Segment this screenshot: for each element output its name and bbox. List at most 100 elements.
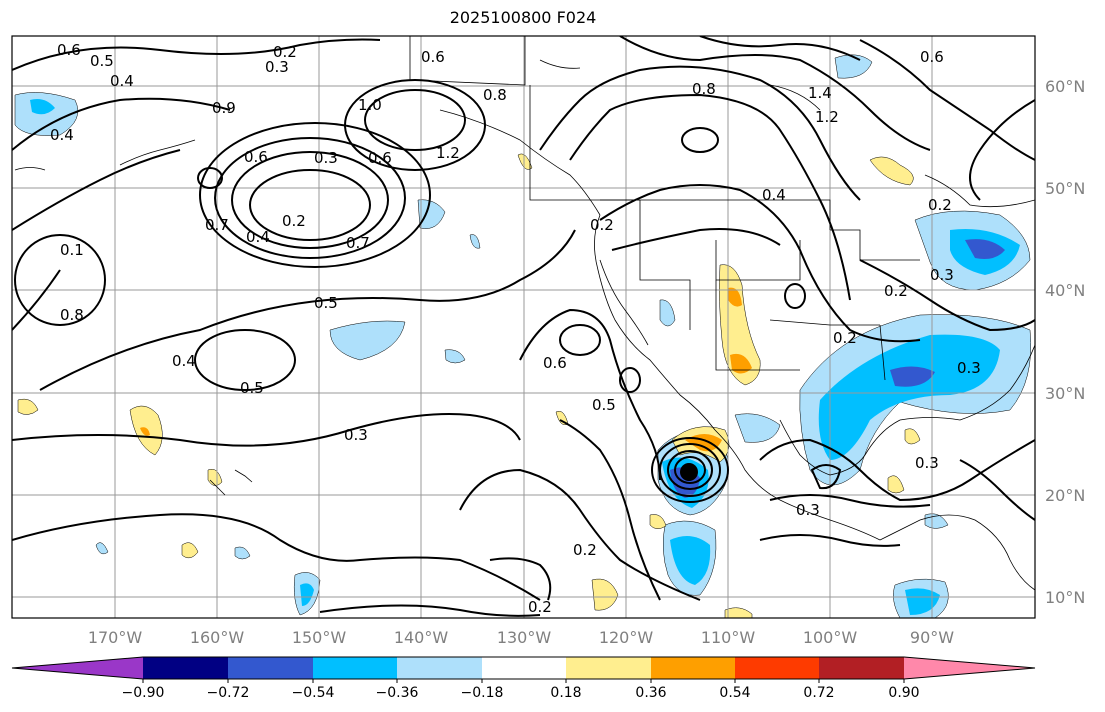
- contour-label: 0.3: [796, 501, 820, 519]
- contour-label: 0.2: [884, 282, 908, 300]
- colorbar-segment: [313, 657, 398, 679]
- lat-label: 20°N: [1045, 486, 1085, 505]
- lon-label: 160°W: [190, 628, 245, 647]
- longitude-labels: 170°W 160°W 150°W 140°W 130°W 120°W 110°…: [88, 628, 954, 647]
- storm-center-marker: [680, 463, 698, 481]
- contour-label: 0.4: [762, 186, 786, 204]
- contour-lines: [12, 36, 1035, 617]
- contour-label: 0.8: [692, 80, 716, 98]
- anomaly-patch: [724, 607, 753, 618]
- contour-label: 0.2: [273, 43, 297, 61]
- anomaly-patch: [730, 353, 752, 374]
- anomaly-patch: [417, 199, 446, 229]
- anomaly-patch: [659, 299, 676, 327]
- contour-label: 0.7: [205, 216, 229, 234]
- contour-label: 0.8: [483, 86, 507, 104]
- contour-label: 1.0: [358, 96, 382, 114]
- anomaly-patch: [869, 156, 914, 186]
- latitude-labels: 60°N 50°N 40°N 30°N 20°N 10°N: [1045, 77, 1085, 607]
- lat-label: 40°N: [1045, 281, 1085, 300]
- lat-label: 50°N: [1045, 179, 1085, 198]
- colorbar-segment: [397, 657, 483, 679]
- anomaly-patch: [670, 536, 711, 585]
- colorbar-segment: [819, 657, 905, 679]
- anomaly-patch: [95, 542, 109, 555]
- contour-label: 0.4: [50, 126, 74, 144]
- contour-label: 0.5: [314, 294, 338, 312]
- lon-label: 110°W: [701, 628, 756, 647]
- colorbar-tick-label: −0.54: [292, 685, 335, 701]
- anomaly-patch: [649, 514, 667, 529]
- colorbar-segment: [735, 657, 820, 679]
- colorbar-segment: [228, 657, 314, 679]
- contour-label: 1.2: [815, 108, 839, 126]
- contour-label: 0.1: [60, 241, 84, 259]
- anomaly-patch: [924, 513, 949, 529]
- contour-label: 0.5: [90, 52, 114, 70]
- colorbar-tick-label: −0.90: [122, 685, 165, 701]
- anomaly-patch: [181, 542, 199, 559]
- colorbar-segment: [651, 657, 736, 679]
- anomaly-patch: [734, 413, 781, 443]
- lon-label: 90°W: [910, 628, 954, 647]
- contour-label: 0.6: [368, 149, 392, 167]
- lon-label: 100°W: [803, 628, 858, 647]
- colorbar-segment: [482, 657, 567, 679]
- anomaly-patch: [300, 583, 314, 606]
- contour-label: 0.6: [421, 48, 445, 66]
- colorbar-tick-label: 0.54: [719, 685, 750, 701]
- anomaly-patch: [329, 320, 406, 361]
- contour-label: 0.2: [282, 212, 306, 230]
- graticule: [12, 36, 1035, 618]
- colorbar-tick-labels: −0.90 −0.72 −0.54 −0.36 −0.18 0.18 0.36 …: [122, 685, 920, 701]
- anomaly-patch: [17, 398, 39, 415]
- shaded-anomaly-patches: [14, 54, 1032, 618]
- contour-label: 0.3: [957, 359, 981, 377]
- contour-label: 0.6: [57, 41, 81, 59]
- colorbar-tick-label: 0.36: [635, 685, 666, 701]
- anomaly-patch: [887, 475, 905, 494]
- colorbar-tick-label: −0.72: [207, 685, 250, 701]
- colorbar-tick-label: 0.90: [888, 685, 919, 701]
- contour-label: 0.2: [833, 329, 857, 347]
- contour-label: 0.3: [344, 426, 368, 444]
- contour-label: 0.4: [110, 72, 134, 90]
- anomaly-patch: [444, 349, 466, 364]
- lon-label: 140°W: [394, 628, 449, 647]
- colorbar-tick-label: 0.72: [803, 685, 834, 701]
- lon-label: 120°W: [599, 628, 654, 647]
- contour-label: 1.4: [808, 84, 832, 102]
- colorbar-segment: [904, 657, 1035, 679]
- anomaly-patch: [517, 153, 533, 170]
- contour-label: 0.7: [346, 234, 370, 252]
- colorbar-segment: [566, 657, 652, 679]
- colorbar-tick-label: −0.18: [461, 685, 504, 701]
- contour-label: 0.5: [592, 396, 616, 414]
- coastlines: [14, 36, 1035, 591]
- anomaly-patch: [591, 578, 619, 611]
- contour-label: 0.6: [543, 354, 567, 372]
- contour-label: 0.5: [240, 379, 264, 397]
- contour-label: 0.3: [915, 454, 939, 472]
- contour-label: 1.2: [436, 144, 460, 162]
- contour-label: 0.8: [60, 306, 84, 324]
- colorbar-tick-label: 0.18: [550, 685, 581, 701]
- contour-label: 0.4: [172, 352, 196, 370]
- contour-label: 0.2: [528, 598, 552, 616]
- colorbar-tick-label: −0.36: [376, 685, 419, 701]
- contour-label: 0.4: [246, 228, 270, 246]
- contour-label: 0.3: [314, 149, 338, 167]
- contour-label: 0.3: [930, 266, 954, 284]
- lon-label: 130°W: [497, 628, 552, 647]
- map-title: 2025100800 F024: [449, 8, 597, 27]
- anomaly-patch: [469, 234, 481, 249]
- colorbar-segment: [12, 657, 143, 679]
- lon-label: 150°W: [292, 628, 347, 647]
- contour-label: 0.6: [920, 48, 944, 66]
- lon-label: 170°W: [88, 628, 143, 647]
- contour-labels: 0.6 0.5 0.4 0.4 0.2 0.3 0.6 0.9 1.0 0.3 …: [50, 41, 981, 616]
- contour-label: 0.6: [244, 148, 268, 166]
- contour-label: 0.9: [212, 99, 236, 117]
- contour-label: 0.2: [928, 196, 952, 214]
